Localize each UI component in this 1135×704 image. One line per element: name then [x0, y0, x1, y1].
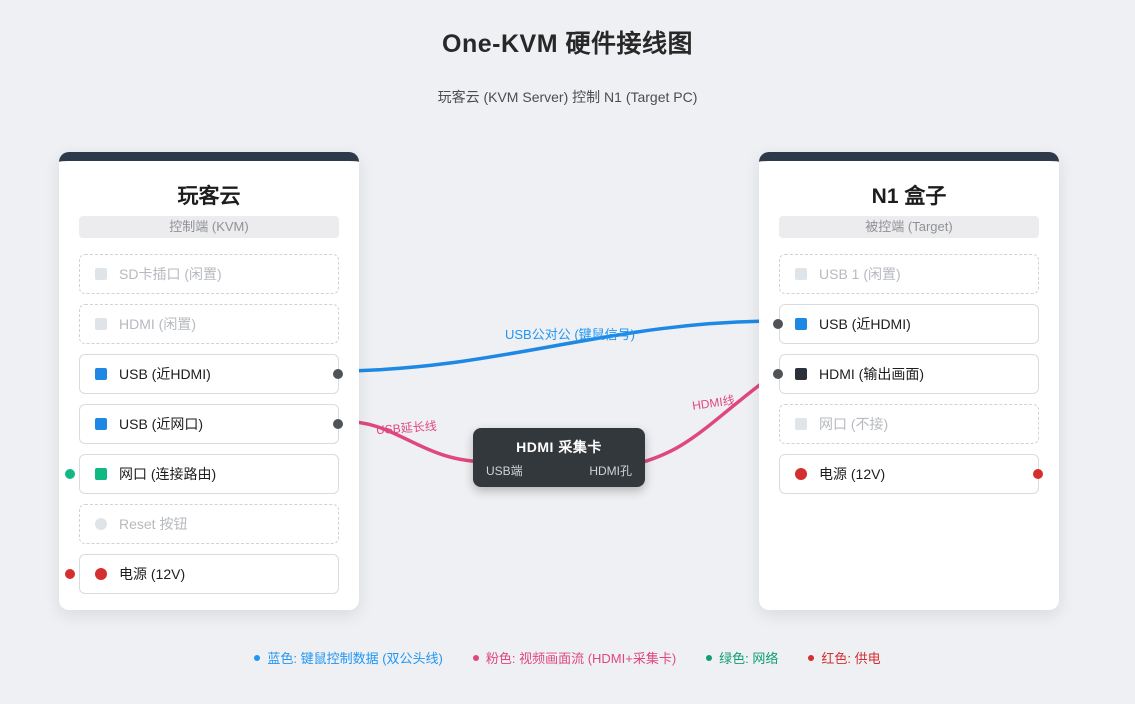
legend-dot-icon [808, 654, 815, 661]
connector-dot [333, 419, 343, 429]
port-label: 电源 (12V) [119, 566, 186, 582]
target-port-list: USB 1 (闲置) USB (近HDMI) HDMI (输出画面) 网口 (不… [759, 254, 1059, 494]
page-subtitle: 玩客云 (KVM Server) 控制 N1 (Target PC) [437, 89, 698, 105]
port-label: USB (近HDMI) [119, 366, 211, 382]
legend-label: 红色: 供电 [821, 651, 881, 666]
port-square-icon [95, 268, 107, 280]
port-sd-slot: SD卡插口 (闲置) [79, 254, 339, 294]
port-label: HDMI (闲置) [119, 316, 196, 332]
port-label: 电源 (12V) [819, 466, 886, 482]
port-usb1-idle: USB 1 (闲置) [779, 254, 1039, 294]
connector-dot [773, 319, 783, 329]
port-label: HDMI (输出画面) [819, 366, 924, 382]
port-label: Reset 按钮 [119, 516, 188, 532]
legend-dot-icon [706, 654, 713, 661]
color-legend: 蓝色: 键鼠控制数据 (双公头线) 粉色: 视频画面流 (HDMI+采集卡) 绿… [0, 648, 1135, 667]
port-lan-router: 网口 (连接路由) [65, 454, 339, 494]
port-label: USB 1 (闲置) [819, 266, 901, 282]
port-usb-near-lan: USB (近网口) [79, 404, 343, 444]
port-square-icon [95, 468, 107, 480]
port-usb-near-hdmi: USB (近HDMI) [773, 304, 1039, 344]
port-square-icon [95, 418, 107, 430]
kvm-device-card: 玩客云 控制端 (KVM) SD卡插口 (闲置) HDMI (闲置) USB (… [59, 152, 359, 610]
port-label: 网口 (不接) [819, 416, 889, 432]
port-usb-near-hdmi: USB (近HDMI) [79, 354, 343, 394]
target-device-card: N1 盒子 被控端 (Target) USB 1 (闲置) USB (近HDMI… [759, 152, 1059, 610]
connector-dot [333, 369, 343, 379]
page-title: One-KVM 硬件接线图 [442, 30, 693, 58]
connector-dot [65, 469, 75, 479]
legend-item-blue: 蓝色: 键鼠控制数据 (双公头线) [254, 648, 443, 667]
legend-label: 粉色: 视频画面流 (HDMI+采集卡) [485, 651, 677, 666]
capture-usb-port-label: USB端 [486, 464, 523, 478]
connector-dot [773, 369, 783, 379]
header: One-KVM 硬件接线图 玩客云 (KVM Server) 控制 N1 (Ta… [0, 0, 1135, 107]
legend-item-green: 绿色: 网络 [706, 648, 778, 667]
connector-dot [1033, 469, 1043, 479]
port-square-icon [795, 318, 807, 330]
port-square-icon [95, 368, 107, 380]
usb-male-to-male-cable-line [337, 319, 780, 373]
legend-dot-icon [254, 654, 261, 661]
port-label: USB (近网口) [119, 416, 203, 432]
port-lan-unused: 网口 (不接) [779, 404, 1039, 444]
kvm-port-list: SD卡插口 (闲置) HDMI (闲置) USB (近HDMI) USB (近网… [59, 254, 359, 594]
usb-extension-cable-line [337, 419, 492, 464]
capture-hdmi-port-label: HDMI孔 [589, 464, 632, 478]
capture-card-ports: USB端 HDMI孔 [486, 462, 632, 479]
connector-dot [65, 569, 75, 579]
legend-item-pink: 粉色: 视频画面流 (HDMI+采集卡) [472, 648, 677, 667]
port-circle-icon [95, 518, 107, 530]
port-label: 网口 (连接路由) [119, 466, 217, 482]
legend-item-red: 红色: 供电 [808, 648, 881, 667]
target-card-title: N1 盒子 [871, 185, 947, 208]
port-circle-icon [795, 468, 807, 480]
legend-label: 绿色: 网络 [719, 651, 779, 666]
port-square-icon [95, 318, 107, 330]
port-label: SD卡插口 (闲置) [119, 266, 222, 282]
legend-dot-icon [472, 654, 479, 661]
port-hdmi-idle: HDMI (闲置) [79, 304, 339, 344]
port-square-icon [795, 418, 807, 430]
port-square-icon [795, 368, 807, 380]
port-square-icon [795, 268, 807, 280]
hdmi-capture-card: HDMI 采集卡 USB端 HDMI孔 [473, 428, 645, 487]
usb-male-to-male-cable-label: USB公对公 (键鼠信号) [505, 327, 636, 342]
port-circle-icon [95, 568, 107, 580]
hdmi-cable-line [626, 369, 780, 468]
legend-label: 蓝色: 键鼠控制数据 (双公头线) [267, 651, 443, 666]
port-power-12v: 电源 (12V) [779, 454, 1043, 494]
target-role-badge: 被控端 (Target) [779, 216, 1039, 238]
port-hdmi-output: HDMI (输出画面) [773, 354, 1039, 394]
capture-card-title: HDMI 采集卡 [516, 439, 602, 455]
kvm-role-badge: 控制端 (KVM) [79, 216, 339, 238]
port-label: USB (近HDMI) [819, 316, 911, 332]
port-power-12v: 电源 (12V) [65, 554, 339, 594]
port-reset-button: Reset 按钮 [79, 504, 339, 544]
kvm-card-title: 玩客云 [177, 185, 241, 208]
